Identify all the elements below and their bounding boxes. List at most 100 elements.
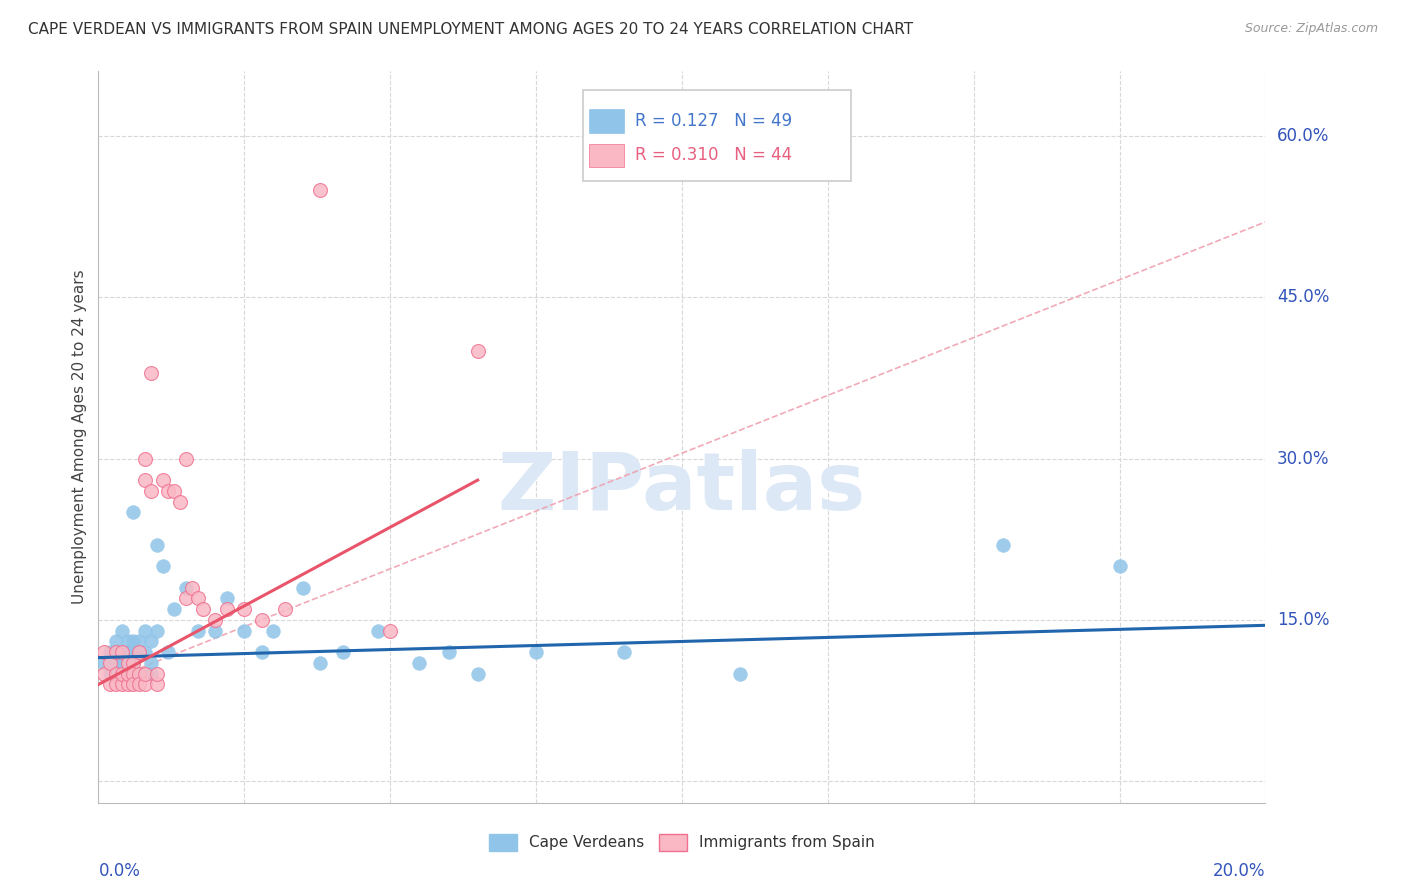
Point (128, 634, 150, 648)
Point (139, 634, 162, 648)
Point (274, 602, 297, 616)
Text: R = 0.127   N = 49: R = 0.127 N = 49 (636, 112, 793, 130)
Point (139, 666, 162, 681)
Point (367, 624, 389, 638)
Point (146, 538, 169, 552)
Point (146, 666, 169, 681)
Point (187, 624, 209, 638)
FancyBboxPatch shape (589, 144, 623, 167)
Point (117, 656, 139, 670)
Point (332, 645, 354, 659)
Point (117, 645, 139, 659)
Point (169, 494, 191, 508)
Point (111, 645, 134, 659)
Point (163, 483, 186, 498)
Point (157, 483, 180, 498)
Point (128, 645, 150, 659)
Point (122, 666, 145, 681)
Point (612, 645, 634, 659)
Point (128, 666, 150, 681)
Text: 60.0%: 60.0% (1277, 127, 1330, 145)
Point (163, 602, 186, 616)
Point (104, 645, 127, 659)
Point (146, 677, 169, 691)
Point (730, 666, 752, 681)
Text: 45.0%: 45.0% (1277, 288, 1330, 306)
Point (128, 666, 150, 681)
Point (193, 602, 215, 616)
Point (122, 677, 145, 691)
Point (380, 624, 402, 638)
Point (262, 624, 284, 638)
FancyBboxPatch shape (582, 90, 851, 181)
Point (250, 613, 273, 627)
Point (93, 645, 115, 659)
Y-axis label: Unemployment Among Ages 20 to 24 years: Unemployment Among Ages 20 to 24 years (72, 269, 87, 605)
Point (215, 591, 238, 606)
Point (104, 656, 127, 670)
Point (174, 451, 197, 466)
Point (111, 624, 134, 638)
Point (98, 645, 121, 659)
Point (98, 677, 121, 691)
Point (134, 473, 156, 487)
Point (233, 624, 256, 638)
Point (122, 505, 145, 519)
Point (128, 677, 150, 691)
Point (98, 666, 121, 681)
Point (467, 666, 489, 681)
Text: R = 0.310   N = 44: R = 0.310 N = 44 (636, 146, 793, 164)
Point (111, 666, 134, 681)
Point (291, 581, 314, 595)
Point (524, 645, 547, 659)
Point (180, 581, 202, 595)
Text: CAPE VERDEAN VS IMMIGRANTS FROM SPAIN UNEMPLOYMENT AMONG AGES 20 TO 24 YEARS COR: CAPE VERDEAN VS IMMIGRANTS FROM SPAIN UN… (28, 22, 914, 37)
Point (146, 624, 169, 638)
Point (117, 656, 139, 670)
Point (134, 624, 156, 638)
Text: ZIPatlas: ZIPatlas (498, 450, 866, 527)
Point (174, 581, 197, 595)
Point (122, 634, 145, 648)
Point (139, 366, 162, 380)
Point (991, 538, 1014, 552)
Point (117, 634, 139, 648)
Text: 30.0%: 30.0% (1277, 450, 1330, 467)
Text: 0.0%: 0.0% (98, 862, 141, 880)
Point (152, 559, 174, 574)
Point (134, 677, 156, 691)
Point (204, 613, 226, 627)
Point (1108, 559, 1130, 574)
Text: Source: ZipAtlas.com: Source: ZipAtlas.com (1244, 22, 1378, 36)
Point (98, 656, 121, 670)
Point (104, 634, 127, 648)
Point (309, 183, 332, 197)
Point (93, 666, 115, 681)
Point (111, 677, 134, 691)
Point (104, 677, 127, 691)
Legend: Cape Verdeans, Immigrants from Spain: Cape Verdeans, Immigrants from Spain (482, 828, 882, 857)
Text: 20.0%: 20.0% (1213, 862, 1265, 880)
Point (134, 666, 156, 681)
Point (104, 666, 127, 681)
Point (250, 645, 273, 659)
Point (111, 645, 134, 659)
Point (467, 344, 489, 359)
Point (117, 666, 139, 681)
Point (104, 645, 127, 659)
Point (122, 656, 145, 670)
Point (139, 483, 162, 498)
Point (134, 451, 156, 466)
Point (215, 602, 238, 616)
Point (122, 645, 145, 659)
Point (122, 656, 145, 670)
Point (174, 591, 197, 606)
Point (233, 602, 256, 616)
Point (437, 645, 460, 659)
Point (187, 591, 209, 606)
FancyBboxPatch shape (589, 110, 623, 133)
Point (93, 656, 115, 670)
Point (309, 656, 332, 670)
Point (152, 473, 174, 487)
Point (157, 645, 180, 659)
